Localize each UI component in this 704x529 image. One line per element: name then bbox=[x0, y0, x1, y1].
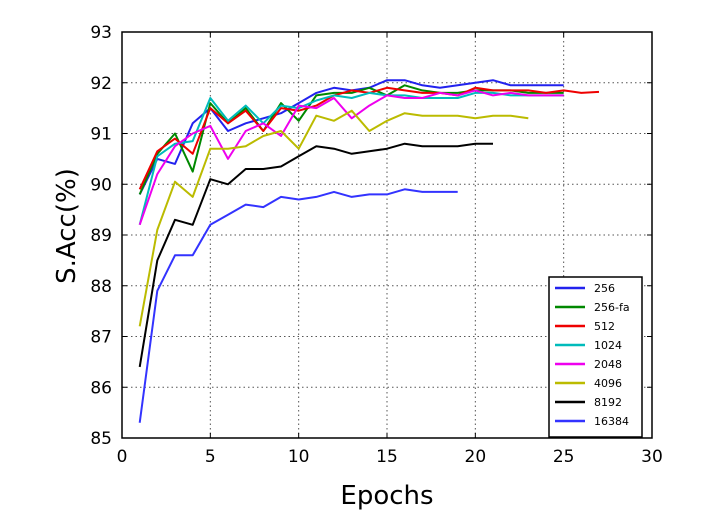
y-tick-label: 86 bbox=[90, 378, 112, 398]
x-tick-label: 30 bbox=[641, 447, 663, 467]
y-axis-title: S.Acc(%) bbox=[52, 168, 82, 284]
series-line-1024 bbox=[138, 91, 564, 226]
y-tick-label: 92 bbox=[90, 74, 112, 94]
series-line-2048 bbox=[138, 89, 564, 226]
legend-label: 256 bbox=[594, 282, 615, 295]
series-line-8192 bbox=[138, 142, 493, 368]
legend-label: 512 bbox=[594, 320, 615, 333]
y-tick-label: 90 bbox=[90, 175, 112, 195]
series-line-256-fa bbox=[138, 84, 564, 195]
legend-label: 2048 bbox=[594, 358, 622, 371]
x-tick-label: 0 bbox=[117, 447, 128, 467]
x-tick-label: 20 bbox=[465, 447, 487, 467]
legend-box bbox=[548, 276, 643, 438]
legend-label: 1024 bbox=[594, 339, 622, 352]
legend-label: 8192 bbox=[594, 396, 622, 409]
legend-label: 4096 bbox=[594, 377, 622, 390]
legend-label: 256-fa bbox=[594, 301, 630, 314]
y-tick-label: 87 bbox=[90, 328, 112, 348]
x-tick-label: 15 bbox=[376, 447, 398, 467]
x-axis-title: Epochs bbox=[340, 481, 433, 511]
axis-ticks: 0 5 10 15 20 25 30 85 86 87 88 89 90 91 92 93 bbox=[90, 23, 662, 467]
series-lines bbox=[138, 79, 600, 423]
legend-label: 16384 bbox=[594, 415, 629, 428]
series-line-16384 bbox=[138, 188, 458, 423]
y-tick-label: 88 bbox=[90, 277, 112, 297]
y-tick-label: 91 bbox=[90, 125, 112, 145]
legend: 256 256-fa 512 1024 2048 4096 8192 16384 bbox=[548, 276, 643, 438]
series-line-4096 bbox=[138, 109, 529, 327]
y-tick-label: 89 bbox=[90, 226, 112, 246]
x-tick-label: 10 bbox=[288, 447, 310, 467]
y-tick-label: 85 bbox=[90, 429, 112, 449]
y-tick-label: 93 bbox=[90, 23, 112, 43]
x-tick-label: 5 bbox=[205, 447, 216, 467]
x-tick-label: 25 bbox=[553, 447, 575, 467]
